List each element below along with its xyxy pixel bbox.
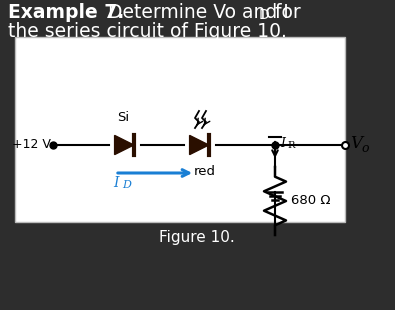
Polygon shape (115, 135, 134, 155)
Text: for: for (269, 3, 301, 22)
Text: 680 Ω: 680 Ω (291, 194, 331, 207)
Text: I: I (280, 137, 285, 150)
Text: red: red (194, 165, 216, 178)
Bar (15, 37, 345, 222)
Text: R: R (287, 141, 294, 150)
Text: +12 V: +12 V (12, 139, 51, 152)
Text: Determine Vo and I: Determine Vo and I (96, 3, 289, 22)
Text: Si: Si (117, 111, 129, 124)
Text: Figure 10.: Figure 10. (159, 230, 235, 245)
Text: I: I (113, 176, 118, 190)
Text: D: D (259, 8, 270, 22)
Polygon shape (190, 135, 209, 155)
Text: Example 7.: Example 7. (8, 3, 124, 22)
Text: V: V (350, 135, 362, 152)
Text: o: o (361, 141, 369, 154)
Text: D: D (122, 180, 131, 190)
Text: the series circuit of Figure 10.: the series circuit of Figure 10. (8, 22, 287, 41)
